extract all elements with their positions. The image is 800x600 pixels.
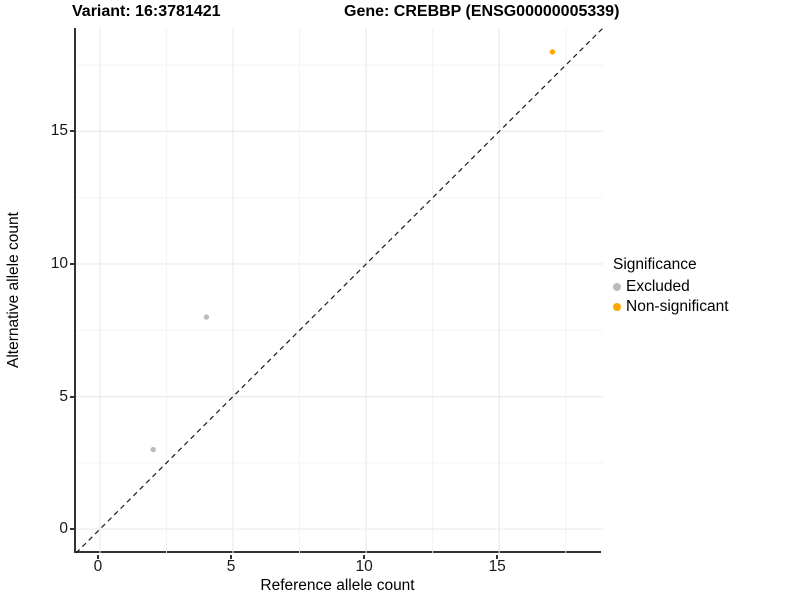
legend-items: Excluded Non-significant: [613, 278, 797, 316]
legend-item-label: Excluded: [626, 278, 690, 295]
x-axis-tick-mark: [96, 555, 99, 559]
y-axis-tick-mark: [70, 262, 74, 265]
y-axis-tick-label: 10: [50, 254, 68, 272]
y-axis-tick-mark: [70, 395, 74, 398]
data-point-excluded: [150, 446, 156, 453]
data-point-excluded: [203, 314, 210, 320]
legend: Significance Excluded Non-significant: [613, 256, 797, 318]
x-axis-tick-label: 15: [488, 558, 506, 575]
y-axis-tick-mark: [70, 528, 74, 531]
x-axis-tick-label: 0: [93, 558, 103, 575]
x-axis-tick-label: 5: [226, 558, 236, 575]
legend-item-label: Non-significant: [626, 298, 729, 315]
y-axis-label: Alternative allele count: [5, 212, 22, 368]
legend-item-non-significant: Non-significant: [613, 298, 797, 316]
gene-title: Gene: CREBBP (ENSG00000005339): [344, 3, 620, 20]
data-point-non-significant: [549, 49, 556, 55]
legend-item-excluded: Excluded: [613, 278, 797, 296]
y-axis-tick-label: 15: [50, 122, 68, 140]
y-axis-tick-label: 5: [59, 387, 68, 405]
x-axis-label: Reference allele count: [260, 577, 415, 594]
x-axis-tick-mark: [230, 555, 233, 559]
y-axis-tick-mark: [70, 130, 74, 133]
plot-panel: [74, 27, 604, 554]
x-axis-tick-mark: [363, 555, 366, 559]
plot-canvas: [75, 27, 604, 554]
x-axis-tick-mark: [496, 555, 499, 559]
identity-reference-line: [75, 27, 604, 554]
variant-title: Variant: 16:3781421: [72, 3, 221, 20]
legend-dot-icon: [613, 283, 621, 291]
x-axis-tick-label: 10: [355, 558, 373, 575]
y-axis-tick-label: 0: [59, 520, 68, 538]
legend-title: Significance: [613, 256, 697, 273]
legend-dot-icon: [613, 303, 621, 311]
